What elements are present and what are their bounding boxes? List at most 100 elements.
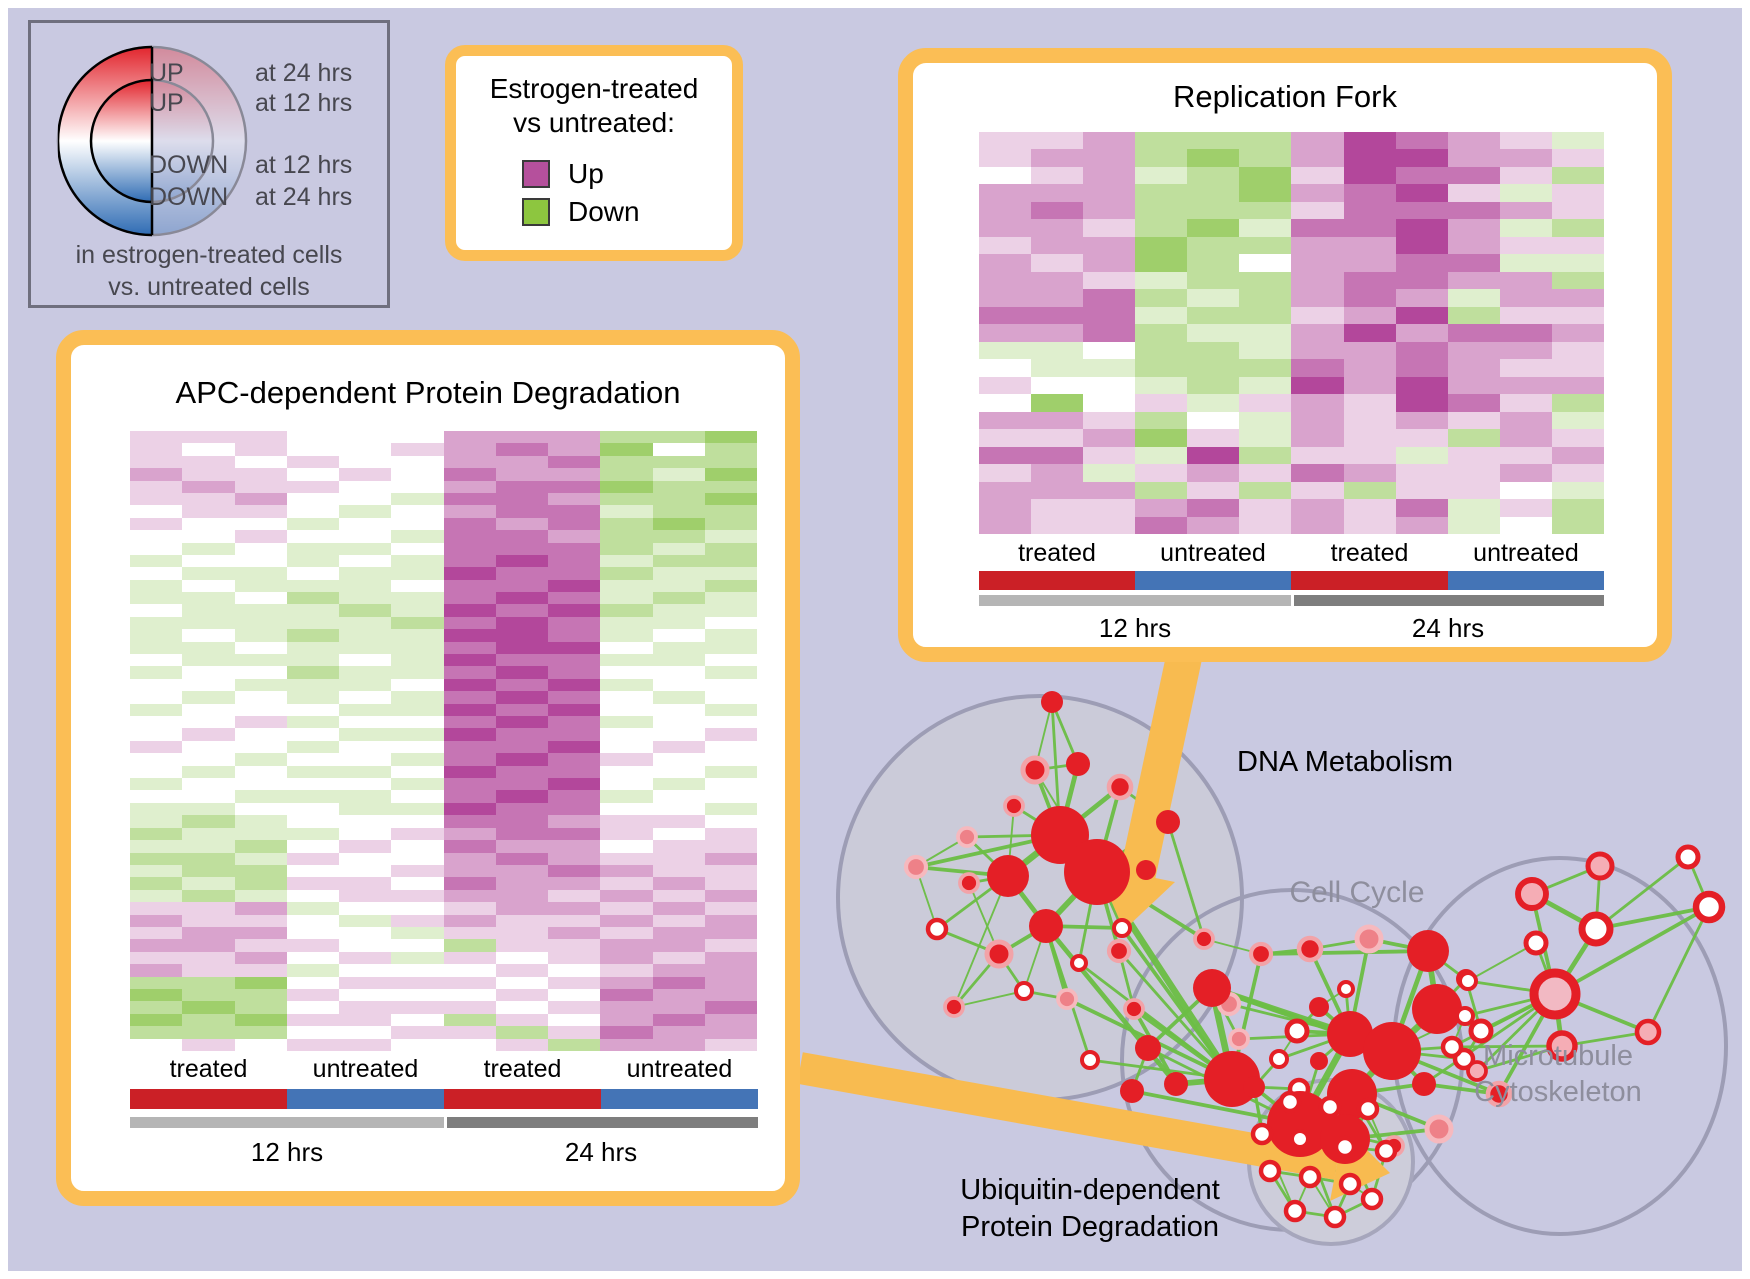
- heatmap-cell: [443, 480, 496, 493]
- heatmap-cell: [443, 864, 496, 878]
- heatmap-cell: [443, 852, 496, 865]
- heatmap-cell: [130, 654, 183, 667]
- heatmap-cell: [1343, 201, 1396, 220]
- heatmap-cell: [182, 1013, 235, 1027]
- heatmap-cell: [600, 604, 653, 617]
- heatmap-cell: [548, 815, 601, 828]
- heatmap-cell: [652, 443, 705, 456]
- heatmap-cell: [1187, 271, 1240, 290]
- heatmap-cell: [286, 1026, 339, 1039]
- heatmap-cell: [182, 592, 235, 605]
- heatmap-cell: [1031, 516, 1084, 534]
- heatmap-cell: [339, 778, 392, 791]
- heatmap-cell: [1499, 201, 1552, 220]
- heatmap-cell: [704, 877, 757, 890]
- heatmap-cell: [1187, 236, 1240, 255]
- network-edge: [1594, 855, 1690, 931]
- heatmap-cell: [1395, 184, 1448, 202]
- heatmap-cell: [234, 592, 287, 605]
- gene-node: [1485, 1080, 1513, 1108]
- heatmap-cell: [495, 1038, 548, 1051]
- heatmap-cell: [443, 517, 496, 531]
- heatmap-cell: [182, 629, 235, 642]
- heatmap-cell: [548, 976, 601, 989]
- heatmap-cell: [234, 926, 287, 940]
- heatmap-cell: [1135, 341, 1188, 360]
- heatmap-cell: [1343, 219, 1396, 237]
- heatmap-cell: [443, 678, 496, 692]
- heatmap-cell: [548, 951, 601, 965]
- heatmap-cell: [548, 1013, 601, 1027]
- heatmap-cell: [339, 592, 392, 605]
- heatmap-cell: [1395, 411, 1448, 430]
- apc-24hr-label: 24 hrs: [564, 1137, 638, 1167]
- heatmap-cell: [234, 530, 287, 543]
- heatmap-cell: [182, 505, 235, 518]
- heatmap-cell: [548, 654, 601, 667]
- heatmap-cell: [339, 815, 392, 828]
- heatmap-cell: [1031, 429, 1084, 447]
- heatmap-cell: [652, 964, 705, 977]
- heatmap-cell: [1343, 394, 1396, 412]
- heatmap-cell: [286, 864, 339, 878]
- heatmap-cell: [339, 542, 392, 555]
- heatmap-cell: [1239, 306, 1292, 325]
- heatmap-cell: [704, 951, 757, 965]
- heatmap-cell: [391, 815, 444, 828]
- heatmap-cell: [652, 740, 705, 754]
- heatmap-cell: [1031, 359, 1084, 377]
- heatmap-cell: [443, 926, 496, 940]
- heatmap-cell: [652, 616, 705, 630]
- heatmap-cell: [1239, 201, 1292, 220]
- heatmap-cell: [548, 542, 601, 555]
- ring-label-dir: UP: [149, 89, 184, 117]
- heatmap-cell: [1239, 516, 1292, 534]
- heatmap-cell: [339, 530, 392, 543]
- heatmap-cell: [600, 964, 653, 977]
- heatmap-cell: [182, 492, 235, 506]
- heatmap-cell: [443, 691, 496, 704]
- heatmap-cell: [182, 443, 235, 456]
- heatmap-cell: [1447, 201, 1500, 220]
- heatmap-cell: [548, 492, 601, 506]
- gene-node: [1283, 1199, 1307, 1223]
- heatmap-cell: [1499, 149, 1552, 167]
- heatmap-cell: [495, 455, 548, 469]
- heatmap-cell: [1291, 166, 1344, 185]
- heatmap-cell: [1083, 516, 1136, 534]
- heatmap-cell: [1447, 394, 1500, 412]
- heatmap-cell: [182, 902, 235, 915]
- rf-24hr-label: 24 hrs: [1411, 613, 1485, 643]
- heatmap-cell: [1551, 446, 1604, 465]
- heatmap-cell: [286, 554, 339, 568]
- heatmap-cell: [339, 914, 392, 927]
- heatmap-cell: [391, 951, 444, 965]
- gene-node: [925, 917, 949, 941]
- heatmap-cell: [339, 654, 392, 667]
- apc-grid: [130, 431, 757, 1051]
- heatmap-cell: [234, 716, 287, 729]
- heatmap-cell: [495, 951, 548, 965]
- heatmap-cell: [339, 951, 392, 965]
- heatmap-cell: [1083, 289, 1136, 307]
- heatmap-cell: [1291, 411, 1344, 430]
- heatmap-cell: [1135, 429, 1188, 447]
- heatmap-cell: [443, 815, 496, 828]
- heatmap-cell: [548, 592, 601, 605]
- heatmap-cell: [652, 592, 705, 605]
- rf-group-label-treated-24: treated: [1330, 539, 1409, 567]
- gene-node: [1466, 1060, 1488, 1082]
- heatmap-cell: [182, 864, 235, 878]
- heatmap-cell: [391, 864, 444, 878]
- heatmap-cell: [704, 1001, 757, 1014]
- heatmap-cell: [704, 716, 757, 729]
- heatmap-cell: [600, 517, 653, 531]
- rings-solid-half: [58, 45, 152, 237]
- heatmap-cell: [339, 554, 392, 568]
- heatmap-cell: [286, 666, 339, 679]
- heatmap-cell: [1291, 429, 1344, 447]
- heatmap-cell: [1083, 429, 1136, 447]
- heatmap-cell: [1135, 254, 1188, 272]
- heatmap-cell: [600, 678, 653, 692]
- heatmap-cell: [1135, 306, 1188, 325]
